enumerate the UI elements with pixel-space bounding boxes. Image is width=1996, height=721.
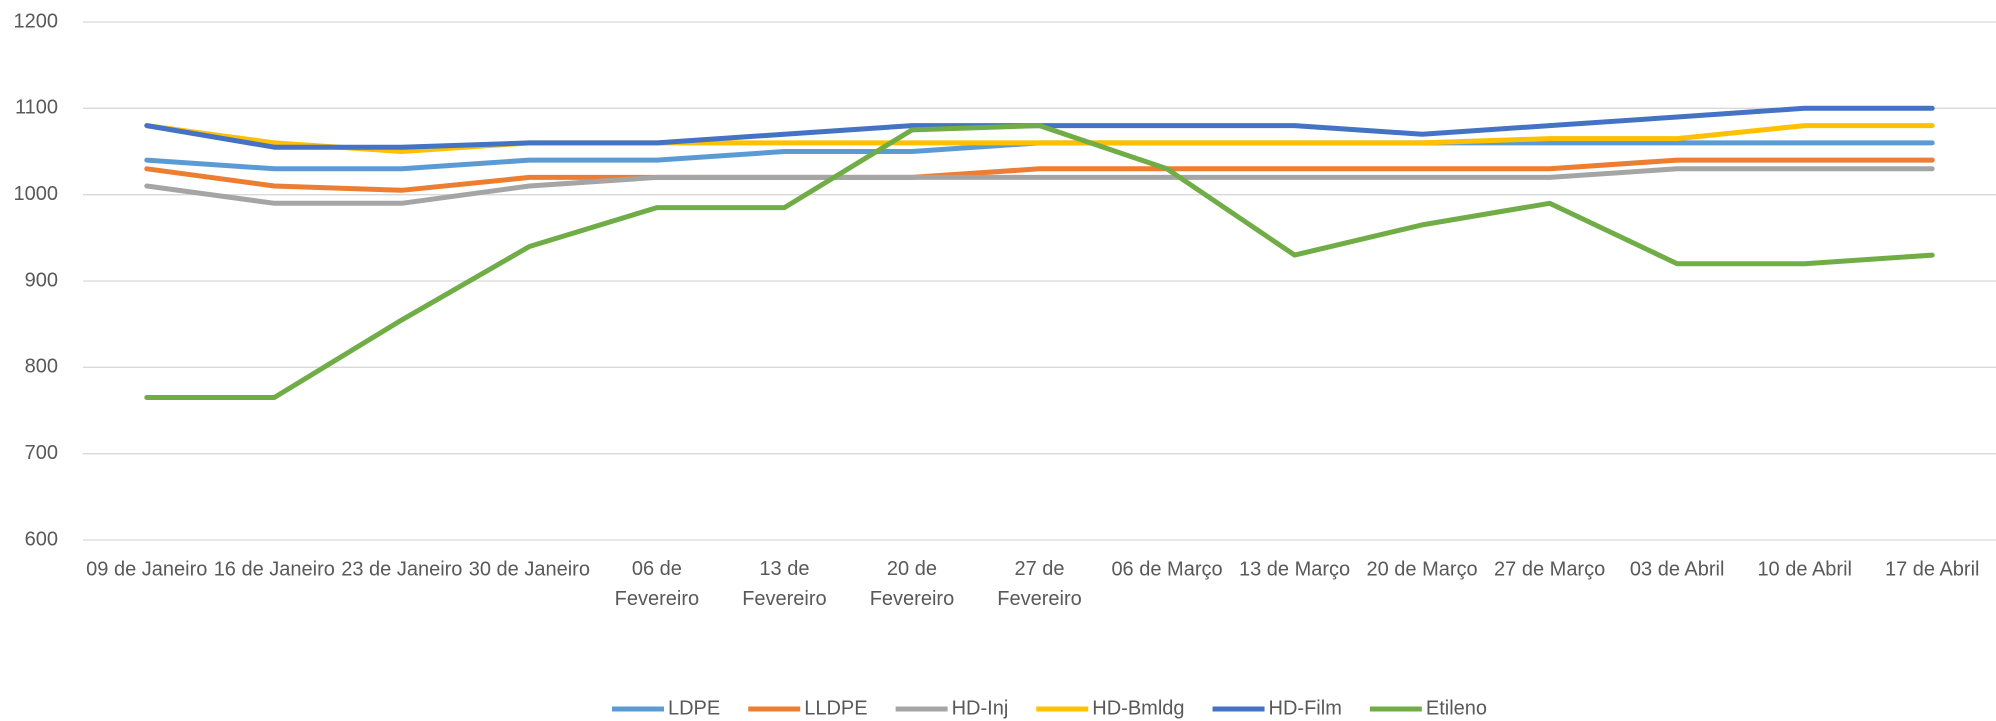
y-tick-label: 700 (25, 442, 58, 464)
x-tick-label: 17 de Abril (1885, 558, 1980, 580)
legend-item: LLDPE (748, 697, 868, 719)
x-tick-label: 27 de Março (1494, 558, 1605, 580)
legend-label: HD-Bmldg (1092, 697, 1184, 719)
y-tick-label: 1100 (15, 97, 58, 119)
line-series (144, 157, 1935, 193)
x-tick-label: 06 de Março (1111, 558, 1222, 580)
legend-item: HD-Film (1212, 697, 1342, 719)
legend-item: LDPE (611, 697, 720, 719)
legend-item: Etileno (1369, 697, 1487, 719)
y-tick-label: 600 (25, 528, 58, 550)
legend-label: LDPE (668, 697, 720, 719)
x-tick-label: 03 de Abril (1630, 558, 1725, 580)
x-tick-label: 16 de Janeiro (214, 558, 335, 580)
legend-item: HD-Bmldg (1036, 697, 1185, 719)
y-tick-label: 900 (25, 269, 58, 291)
x-tick-label: 13 de Fevereiro (742, 558, 826, 610)
line-series (144, 166, 1935, 206)
y-tick-label: 1200 (14, 10, 59, 32)
x-tick-label: 10 de Abril (1757, 558, 1852, 580)
legend: LDPE LLDPE HD-Inj HD-Bmldg HD-Film Etileno (611, 697, 1487, 719)
legend-label: HD-Film (1269, 697, 1342, 719)
x-tick-label: 09 de Janeiro (86, 558, 207, 580)
x-tick-label: 20 de Março (1367, 558, 1478, 580)
line-series (144, 123, 1935, 400)
x-tick-label: 23 de Janeiro (341, 558, 462, 580)
legend-label: Etileno (1426, 697, 1487, 719)
legend-label: LLDPE (804, 697, 867, 719)
x-tick-label: 30 de Janeiro (469, 558, 590, 580)
x-tick-label: 27 de Fevereiro (997, 558, 1081, 610)
x-tick-label: 20 de Fevereiro (870, 558, 954, 610)
x-tick-label: 13 de Março (1239, 558, 1350, 580)
y-tick-label: 800 (25, 356, 58, 378)
line-series (144, 123, 1935, 154)
legend-item: HD-Inj (895, 697, 1009, 719)
x-tick-label: 06 de Fevereiro (615, 558, 699, 610)
legend-label: HD-Inj (952, 697, 1009, 719)
y-tick-label: 1000 (14, 183, 59, 205)
